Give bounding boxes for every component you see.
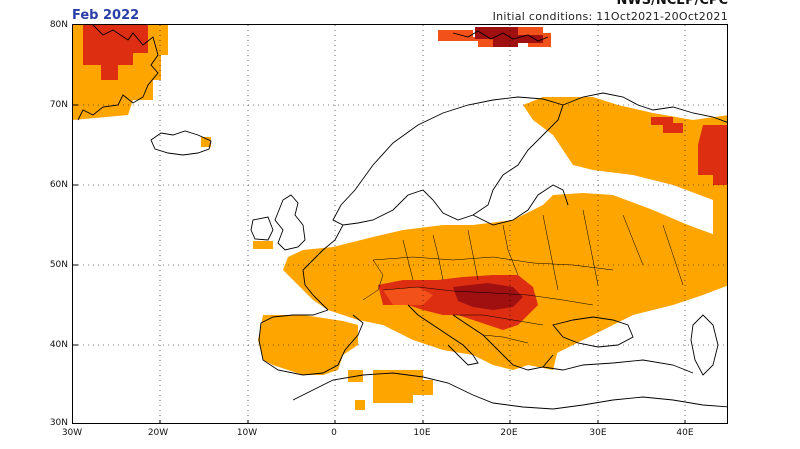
turkey-coast [542, 359, 694, 374]
sahara-orange-cell [355, 400, 365, 410]
lon-label-10e: 10E [413, 428, 431, 438]
north-russia-orange [523, 97, 727, 250]
lat-label-60n: 60N [49, 180, 68, 190]
uk-orange-cell [253, 241, 273, 249]
lon-label-40e: 40E [676, 428, 694, 438]
greenland-red-region [83, 25, 148, 80]
map-panel [72, 24, 728, 424]
initial-conditions-label: Initial conditions: 11Oct2021-20Oct2021 [492, 10, 728, 23]
north-russia-red [698, 125, 727, 185]
iberia-coast [258, 309, 364, 376]
scandinavia-coast [332, 96, 564, 226]
lon-label-30w: 30W [61, 428, 83, 438]
coastlines [77, 25, 727, 410]
britain-coast [274, 194, 306, 251]
lat-label-50n: 50N [49, 260, 68, 270]
north-africa-orange [373, 370, 433, 403]
iceland-coast [150, 130, 212, 156]
black-sea-coast [552, 316, 634, 348]
anomaly-map [73, 25, 727, 423]
lon-label-0: 0 [331, 428, 337, 438]
balkan-coast [452, 314, 554, 371]
country-borders [362, 209, 684, 344]
lat-label-30n: 30N [49, 418, 68, 428]
europe-west-coast [302, 224, 344, 311]
lon-label-20w: 20W [147, 428, 169, 438]
lon-label-10w: 10W [236, 428, 258, 438]
kola-red [651, 117, 683, 133]
danube-dark-red [453, 283, 523, 310]
frame-ticks [73, 104, 686, 423]
iceland-orange-cell [201, 137, 211, 147]
svalbard-coast [452, 30, 549, 42]
greenland-coast [77, 25, 159, 121]
ireland-coast [250, 216, 274, 241]
organization-label: NWS/NCEP/CPC [616, 0, 728, 8]
anomaly-shading [73, 25, 727, 410]
north-africa-coast [292, 372, 727, 410]
map-title: Feb 2022 [72, 8, 140, 23]
lon-label-30e: 30E [589, 428, 607, 438]
lat-label-40n: 40N [49, 340, 68, 350]
lon-label-20e: 20E [500, 428, 518, 438]
baltic-coast [472, 184, 569, 226]
central-red-patch [383, 287, 433, 305]
graticule [73, 25, 727, 423]
lat-label-80n: 80N [49, 20, 68, 30]
north-russia-coast [562, 92, 727, 123]
italy-coast [407, 304, 479, 366]
caspian-coast [690, 314, 719, 376]
lat-label-70n: 70N [49, 100, 68, 110]
aegean-orange [503, 340, 558, 370]
